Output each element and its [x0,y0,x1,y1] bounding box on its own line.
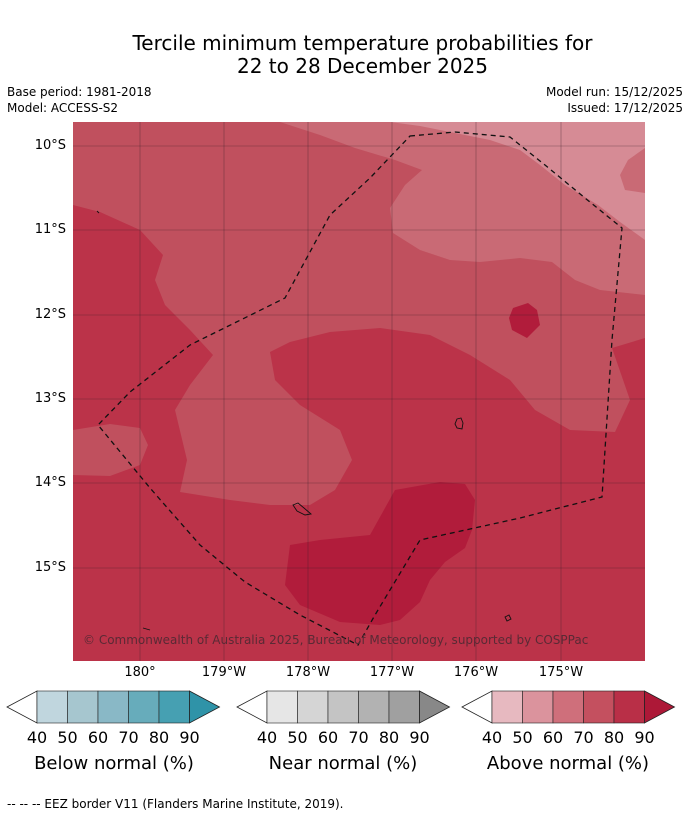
legend-swatch [613,690,645,724]
legend-swatch [97,690,129,724]
issued-label: Issued: 17/12/2025 [567,101,683,115]
model-label: Model: ACCESS-S2 [7,101,119,115]
lat-label: 15°S [34,560,66,575]
map-title-line2: 22 to 28 December 2025 [236,54,488,78]
lon-label: 178°W [285,665,331,680]
area-above-50 [390,122,645,240]
lat-label: 14°S [34,475,66,490]
legend-tick-label: 70 [573,728,594,747]
legend-tick-label: 70 [118,728,139,747]
island-shape [292,502,313,516]
legend-colorbars [6,690,676,724]
copyright-notice: © Commonwealth of Australia 2025, Bureau… [83,633,589,647]
legend-tick-label: 60 [87,728,109,747]
legend-min-arrow [461,690,493,724]
legend-swatch [67,690,99,724]
legend-below-caption: Below normal (%) [34,753,194,774]
legend-below-normal-bar [6,690,221,724]
legend-tick-label: 70 [348,728,369,747]
lon-label: 177°W [369,665,415,680]
legend-tick-label: 50 [57,728,78,747]
legend-max-arrow [419,690,451,724]
graticule [73,122,645,661]
lon-label: 180° [124,665,156,680]
map-title-line1: Tercile minimum temperature probabilitie… [132,31,593,55]
legend-tick-label: 50 [512,728,533,747]
legend-tick-label: 40 [256,728,278,747]
lat-label: 11°S [34,222,66,237]
lat-label: 10°S [34,138,66,153]
legend-tick-label: 40 [26,728,48,747]
legend-swatch [388,690,420,724]
legend-above-normal-bar [461,690,676,724]
legend-max-arrow [189,690,221,724]
model-run-label: Model run: 15/12/2025 [545,85,683,99]
legend-tick-label: 40 [481,728,503,747]
legend-swatch [552,690,584,724]
island-shape [454,417,464,430]
legend-near-normal-bar [236,690,451,724]
legend-tick-label: 90 [634,728,655,747]
lat-label: 12°S [34,307,66,322]
islands [96,210,512,631]
legend-swatch [128,690,160,724]
legend-tick-label: 80 [148,728,170,747]
legend-above-caption: Above normal (%) [486,753,650,774]
eez-footnote: -- -- -- EEZ border V11 (Flanders Marine… [7,797,344,811]
island-shape [142,627,151,631]
legend-swatch [266,690,298,724]
lat-label: 13°S [34,391,66,406]
legend-tick-label: 90 [409,728,430,747]
legend-swatch [36,690,68,724]
legend-near-caption: Near normal (%) [268,753,418,774]
lon-label: 175°W [538,665,584,680]
area-above-90-small [509,303,540,338]
legend-min-arrow [236,690,268,724]
legend-tick-label: 80 [603,728,625,747]
legend-max-arrow [644,690,676,724]
lon-label: 176°W [453,665,499,680]
legend-swatch [297,690,329,724]
base-period-label: Base period: 1981-2018 [7,85,152,99]
legend-swatch [583,690,615,724]
legend-tick-label: 90 [179,728,200,747]
lon-label: 179°W [201,665,247,680]
legend-swatch [491,690,523,724]
legend-swatch [522,690,554,724]
eez-border [97,131,623,646]
legend-swatch [358,690,390,724]
area-above-90 [285,482,475,625]
legend-min-arrow [6,690,38,724]
legend-tick-label: 60 [317,728,339,747]
legend-tick-label: 60 [542,728,564,747]
legend-tick-label: 80 [378,728,400,747]
legend-tick-label: 50 [287,728,308,747]
island-shape [96,210,100,214]
area-above-70-east [620,148,645,193]
island-shape [504,614,512,622]
legend-swatch [158,690,190,724]
probability-fill-layer [73,122,645,661]
legend-swatch [327,690,359,724]
